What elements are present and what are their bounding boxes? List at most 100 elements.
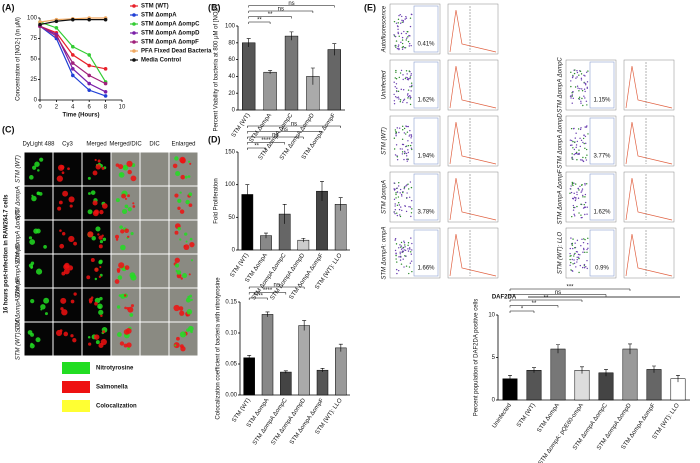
- event: [400, 69, 403, 72]
- event: [407, 79, 409, 81]
- cell-signal: [100, 314, 103, 318]
- event: [571, 144, 573, 146]
- cell-signal: [73, 292, 77, 296]
- event: [579, 87, 581, 90]
- event: [577, 187, 579, 190]
- event: [405, 17, 408, 19]
- event: [583, 95, 585, 97]
- event: [580, 191, 582, 193]
- event: [409, 86, 411, 88]
- cell-signal: [95, 164, 101, 170]
- micrograph: [169, 186, 198, 220]
- event: [400, 263, 403, 265]
- cell-signal: [174, 257, 180, 263]
- event: [411, 249, 413, 251]
- cell-signal: [94, 267, 99, 272]
- bar: [334, 204, 347, 251]
- event: [580, 203, 582, 205]
- cell-signal: [123, 343, 128, 348]
- panel-label: (E): [364, 2, 376, 12]
- event: [577, 197, 580, 199]
- cell-signal: [177, 226, 181, 231]
- event: [407, 183, 409, 185]
- histogram-curve: [625, 233, 673, 277]
- cell-signal: [72, 338, 77, 343]
- event: [411, 208, 413, 210]
- significance-bracket: [247, 131, 323, 134]
- event: [404, 205, 407, 207]
- event: [581, 159, 583, 161]
- event: [403, 186, 406, 189]
- cell-signal: [118, 262, 125, 269]
- event: [586, 125, 588, 127]
- cell-signal: [99, 209, 104, 215]
- event: [408, 247, 411, 249]
- event: [400, 241, 403, 244]
- y-tick-label: 100: [225, 182, 236, 188]
- significance-bracket: [247, 136, 304, 139]
- event: [393, 148, 396, 150]
- event: [399, 13, 401, 16]
- event: [584, 201, 587, 204]
- significance-label: ns: [281, 127, 287, 133]
- bar: [574, 370, 590, 401]
- cell-signal: [87, 192, 91, 195]
- event: [405, 15, 407, 18]
- cell-signal: [177, 199, 180, 202]
- cell-signal: [30, 299, 35, 304]
- event: [570, 191, 573, 194]
- cell-signal: [60, 165, 65, 170]
- significance-bracket: [247, 147, 267, 150]
- cell-signal: [182, 273, 188, 279]
- significance-bracket: [248, 10, 314, 13]
- event: [407, 95, 410, 98]
- cell-signal: [28, 236, 33, 240]
- event: [576, 258, 578, 261]
- dot-plot: [389, 115, 441, 167]
- event: [395, 254, 397, 257]
- data-point: [54, 26, 59, 30]
- legend-marker: [132, 40, 136, 44]
- event: [397, 185, 400, 187]
- event: [407, 244, 409, 247]
- event: [402, 247, 404, 249]
- cell-signal: [87, 176, 91, 180]
- legend-marker: [132, 4, 136, 8]
- event: [405, 210, 408, 213]
- event: [410, 90, 412, 92]
- cell-signal: [102, 330, 106, 334]
- event: [584, 193, 587, 196]
- event: [575, 146, 577, 149]
- event: [399, 188, 402, 191]
- event: [394, 35, 397, 38]
- data-point: [87, 73, 91, 78]
- significance-label: ns: [291, 122, 297, 128]
- cell-signal: [185, 240, 188, 243]
- cell-signal: [58, 200, 63, 205]
- cell-signal: [87, 231, 94, 238]
- bar: [316, 369, 329, 396]
- cell-signal: [39, 157, 44, 162]
- error-bar: [338, 197, 343, 211]
- event: [395, 268, 398, 271]
- event: [572, 147, 574, 149]
- cell-signal: [190, 298, 193, 301]
- event: [403, 158, 405, 161]
- event: [396, 87, 398, 90]
- row-label: STM ΔompA ΔompD: [16, 243, 22, 299]
- event: [587, 247, 589, 250]
- event: [571, 158, 573, 160]
- event: [401, 209, 403, 212]
- cell-signal: [100, 338, 107, 346]
- event: [402, 89, 405, 91]
- cell-signal: [98, 305, 101, 309]
- error-bar: [320, 181, 324, 201]
- significance-bracket: [248, 16, 292, 19]
- cell-signal: [31, 194, 34, 197]
- event: [410, 44, 412, 47]
- event: [405, 152, 408, 155]
- bar: [298, 325, 310, 396]
- event: [580, 127, 582, 129]
- x-tick-label: STM (WT): LLO: [652, 402, 681, 440]
- event: [579, 128, 582, 131]
